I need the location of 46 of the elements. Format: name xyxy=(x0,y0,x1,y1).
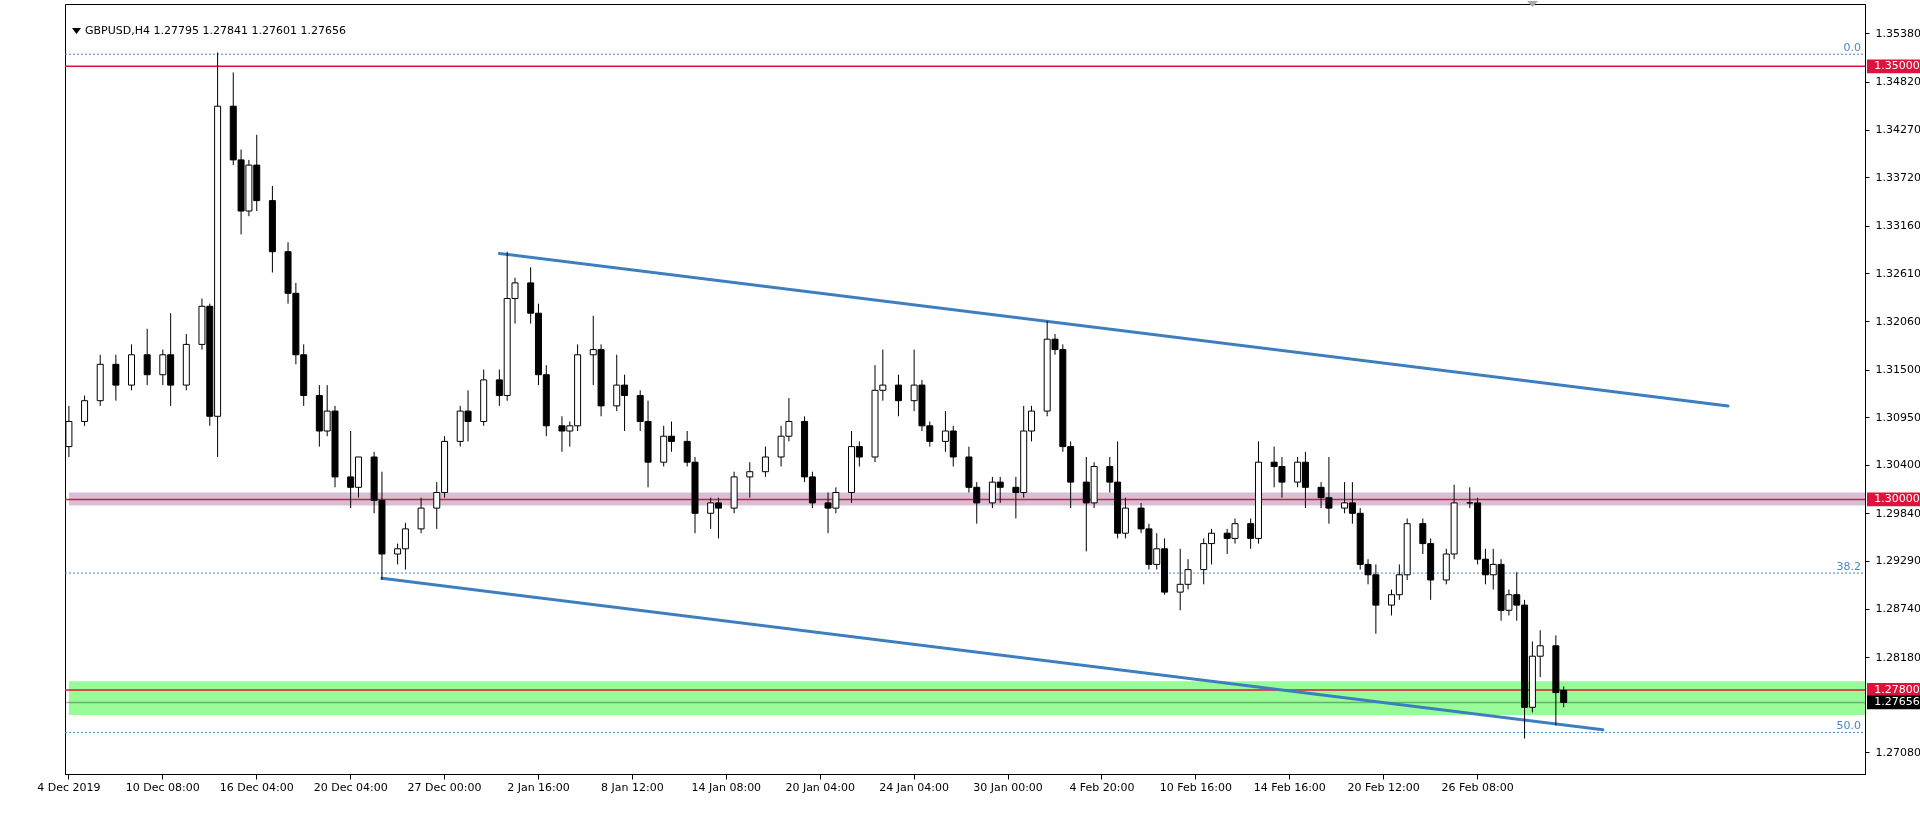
candlestick xyxy=(746,461,754,499)
x-tick-label: 20 Feb 12:00 xyxy=(1347,780,1420,794)
candlestick xyxy=(112,354,120,402)
x-tick-label: 30 Jan 00:00 xyxy=(973,780,1043,794)
x-tick-label: 20 Jan 04:00 xyxy=(785,780,856,794)
y-tick-label: 1.33720 xyxy=(1875,170,1920,184)
x-tick-label: 24 Jan 04:00 xyxy=(879,780,949,794)
text: GBPUSD,H4 1.27795 1.27841 1.27601 1.27656 xyxy=(85,24,346,37)
x-tick-label: 27 Dec 00:00 xyxy=(407,780,482,794)
x-tick-label: 16 Dec 04:00 xyxy=(219,780,294,794)
ref-line-label: 1.27656 xyxy=(1874,695,1920,709)
x-tick-label: 14 Jan 08:00 xyxy=(691,780,762,794)
x-tick-label: 8 Jan 12:00 xyxy=(601,780,664,794)
candlestick xyxy=(417,497,425,534)
x-tick-label: 14 Feb 16:00 xyxy=(1253,780,1326,794)
y-tick-label: 1.29840 xyxy=(1875,506,1920,520)
y-tick-label: 1.34270 xyxy=(1875,123,1920,137)
y-tick-label: 1.33160 xyxy=(1875,219,1920,233)
y-tick-label: 1.30950 xyxy=(1875,410,1920,424)
x-tick-label: 10 Dec 08:00 xyxy=(125,780,200,794)
ref-line-label: 1.35000 xyxy=(1874,59,1920,73)
y-tick-label: 1.35380 xyxy=(1875,26,1920,40)
y-tick-label: 1.28740 xyxy=(1875,602,1920,616)
y-tick-label: 1.32610 xyxy=(1875,266,1920,280)
y-tick-label: 1.29290 xyxy=(1875,554,1920,568)
y-tick-label: 1.28180 xyxy=(1875,650,1920,664)
y-tick-label: 1.34820 xyxy=(1875,75,1920,89)
annotation: 38.2 xyxy=(1836,560,1861,574)
y-tick-label: 1.30400 xyxy=(1875,458,1920,472)
x-tick-label: 4 Feb 20:00 xyxy=(1069,780,1135,794)
x-tick-label: 10 Feb 16:00 xyxy=(1159,780,1232,794)
ref-line-label: 1.27800 xyxy=(1874,682,1920,696)
candlestick xyxy=(894,374,902,417)
x-tick-label: 26 Feb 08:00 xyxy=(1441,780,1514,794)
candlestick xyxy=(81,395,89,427)
annotation: 50.0 xyxy=(1836,719,1861,733)
x-tick-label: 4 Dec 2019 xyxy=(37,780,101,794)
candlestick xyxy=(761,446,769,478)
y-tick-label: 1.31500 xyxy=(1875,363,1920,377)
ref-line-label: 1.30000 xyxy=(1874,492,1920,506)
x-tick-label: 20 Dec 04:00 xyxy=(313,780,388,794)
y-tick-label: 1.32060 xyxy=(1875,314,1920,328)
candlestick xyxy=(143,328,151,386)
annotation: 0.0 xyxy=(1843,41,1861,55)
y-tick-label: 1.27080 xyxy=(1875,745,1920,759)
x-tick-label: 2 Jan 16:00 xyxy=(507,780,570,794)
